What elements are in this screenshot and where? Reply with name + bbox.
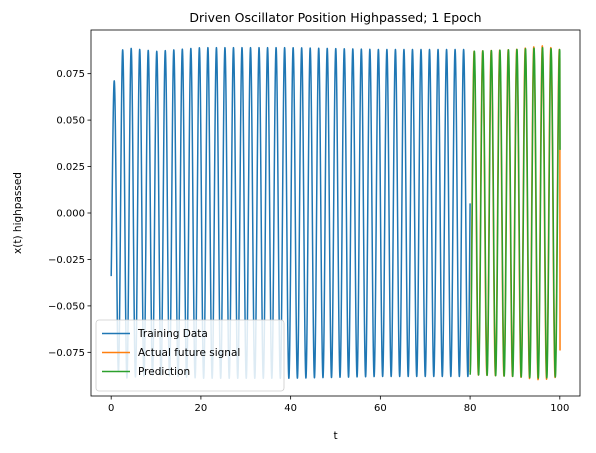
x-tick-label: 100	[550, 403, 569, 414]
legend-entry-label: Training Data	[137, 328, 208, 340]
y-axis-label: x(t) highpassed	[12, 172, 24, 254]
chart-title: Driven Oscillator Position Highpassed; 1…	[189, 10, 481, 25]
series-line-1	[110, 46, 471, 380]
legend: Training Data Actual future signal Predict…	[95, 319, 285, 392]
x-tick-label: 20	[195, 403, 208, 414]
y-tick-label: 0.025	[56, 162, 85, 173]
x-tick-label: 0	[108, 403, 114, 414]
x-axis: 0 20 40 60 80 100	[108, 396, 569, 414]
y-tick-label: 0.075	[56, 69, 85, 80]
legend-box	[95, 319, 285, 392]
x-tick-label: 60	[374, 403, 387, 414]
y-tick-label: 0.050	[56, 116, 85, 127]
y-tick-label: −0.075	[48, 348, 85, 359]
y-tick-label: −0.025	[48, 255, 85, 266]
series-line-3	[469, 47, 561, 379]
y-axis: −0.075 −0.050 −0.025 0.000 0.025 0.050 0.075	[48, 69, 91, 359]
x-axis-label: t	[333, 430, 337, 442]
legend-entry-label: Prediction	[138, 366, 190, 378]
y-tick-label: −0.050	[48, 301, 85, 312]
y-tick-label: 0.000	[56, 209, 85, 220]
legend-entry-label: Actual future signal	[138, 347, 240, 359]
x-tick-label: 40	[284, 403, 297, 414]
x-tick-label: 80	[464, 403, 477, 414]
